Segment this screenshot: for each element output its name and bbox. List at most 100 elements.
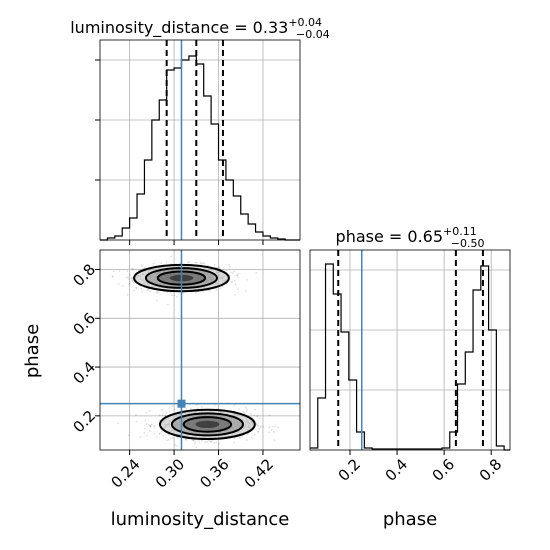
posterior-sample-point [167, 438, 170, 441]
posterior-sample-point [230, 271, 232, 274]
posterior-sample-point [242, 411, 245, 414]
posterior-sample-point [148, 430, 151, 433]
posterior-sample-point [149, 424, 151, 427]
phase-title-upper: +0.11 [443, 225, 477, 238]
posterior-sample-point [135, 286, 138, 289]
posterior-sample-point [188, 261, 190, 263]
posterior-sample-point [238, 437, 241, 439]
posterior-sample-point [268, 426, 271, 429]
posterior-sample-point [268, 431, 271, 434]
posterior-sample-point [137, 269, 140, 272]
posterior-sample-point [194, 291, 197, 294]
phase-marginal-panel: 0.2 0.4 0.6 0.8 phase = 0.65+0.11 −0.50 phas… [309, 225, 511, 530]
posterior-sample-point [208, 289, 211, 292]
posterior-sample-point [206, 264, 209, 267]
posterior-sample-point [167, 433, 170, 436]
posterior-sample-point [155, 436, 158, 438]
posterior-sample-point [257, 430, 260, 433]
posterior-sample-point [250, 436, 253, 439]
posterior-sample-point [215, 289, 218, 292]
posterior-sample-point [127, 278, 130, 281]
posterior-sample-point [233, 270, 236, 273]
posterior-sample-point [132, 281, 135, 284]
posterior-sample-point [246, 278, 249, 281]
posterior-sample-point [233, 294, 236, 296]
posterior-sample-point [258, 417, 261, 420]
posterior-sample-point [271, 425, 274, 428]
posterior-sample-point [194, 261, 197, 264]
posterior-sample-point [246, 439, 248, 441]
posterior-contour-inner [182, 416, 233, 433]
phase-x-tick-label: 0.4 [382, 455, 412, 485]
phase-title-text: phase = 0.65 [336, 227, 443, 246]
posterior-sample-point [171, 294, 174, 297]
posterior-sample-point [211, 439, 213, 442]
posterior-sample-point [229, 265, 231, 268]
posterior-sample-point [200, 405, 203, 408]
posterior-sample-point [166, 303, 169, 306]
joint-panel-plot-area [100, 250, 300, 450]
posterior-sample-point [232, 441, 235, 444]
posterior-sample-point [118, 270, 121, 272]
top-panel-grid [100, 40, 300, 240]
luminosity-distance-title-text: luminosity_distance = 0.33 [70, 18, 288, 38]
posterior-sample-point [143, 432, 146, 434]
posterior-sample-point [126, 270, 129, 272]
posterior-sample-point [111, 275, 114, 278]
joint-y-axis-label: phase [22, 324, 43, 378]
posterior-sample-point [208, 439, 211, 442]
posterior-sample-point [169, 437, 172, 440]
posterior-sample-point [232, 271, 234, 274]
posterior-sample-point [160, 262, 162, 265]
posterior-sample-point [161, 409, 164, 411]
posterior-sample-point [218, 442, 221, 445]
top-panel-ticks [95, 59, 264, 245]
posterior-sample-point [173, 408, 176, 411]
luminosity-distance-title-lower: −0.04 [296, 28, 330, 41]
posterior-sample-point [165, 260, 168, 263]
posterior-sample-point [131, 279, 133, 282]
posterior-sample-point [111, 275, 114, 278]
posterior-sample-point [153, 427, 156, 429]
right-panel-grid [310, 250, 510, 450]
posterior-sample-point [165, 411, 168, 414]
phase-x-tick-label: 0.8 [476, 455, 506, 485]
posterior-sample-point [157, 291, 160, 293]
posterior-sample-point [224, 269, 227, 272]
posterior-sample-point [129, 282, 131, 285]
posterior-sample-point [156, 299, 158, 302]
posterior-sample-point [164, 414, 167, 417]
posterior-sample-point [117, 283, 120, 285]
posterior-sample-point [243, 412, 246, 414]
posterior-sample-point [274, 425, 277, 428]
posterior-sample-point [246, 408, 248, 411]
posterior-sample-point [253, 433, 256, 436]
posterior-sample-point [131, 276, 134, 279]
posterior-sample-point [236, 274, 239, 277]
posterior-sample-point [113, 270, 115, 273]
posterior-sample-point [131, 268, 134, 271]
posterior-sample-point [168, 410, 171, 413]
joint-y-tick-label: 0.4 [70, 358, 100, 388]
joint-panel-frame [99, 249, 301, 451]
posterior-sample-point [148, 410, 151, 412]
posterior-sample-point [168, 407, 171, 409]
phase-histogram [310, 263, 510, 451]
posterior-sample-point [200, 439, 203, 442]
posterior-sample-point [259, 426, 262, 429]
posterior-sample-point [200, 263, 203, 265]
luminosity-distance-histogram [100, 55, 300, 241]
posterior-sample-point [237, 408, 240, 410]
posterior-sample-point [195, 446, 198, 449]
top-panel-frame [99, 39, 301, 241]
phase-x-axis-label: phase [383, 509, 437, 530]
posterior-sample-point [130, 277, 133, 280]
posterior-sample-point [236, 274, 238, 276]
posterior-sample-point [129, 274, 131, 277]
joint-x-tick-label: 0.42 [241, 455, 277, 491]
posterior-sample-point [152, 262, 155, 265]
posterior-sample-point [201, 261, 204, 264]
right-panel-quantile-lines [337, 250, 484, 450]
posterior-sample-point [179, 262, 182, 265]
posterior-sample-point [169, 291, 172, 294]
